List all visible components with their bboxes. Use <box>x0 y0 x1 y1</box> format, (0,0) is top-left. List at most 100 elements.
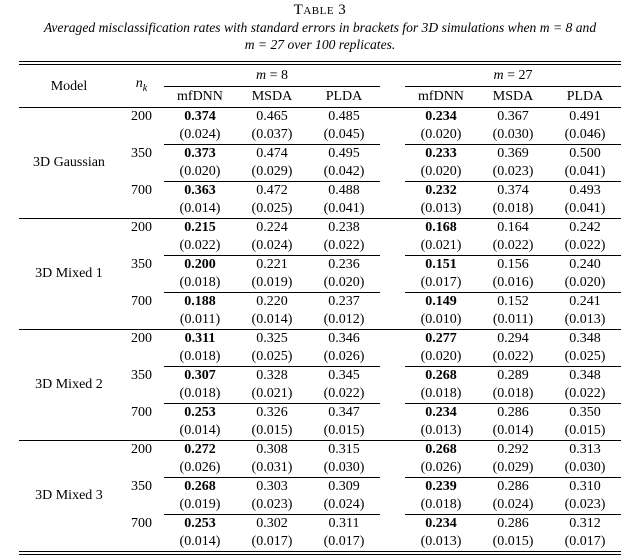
m27-value-cell: 0.491 <box>569 109 601 124</box>
model-cell: 3D Gaussian <box>33 155 105 170</box>
m27-value-cell: 0.268 <box>404 366 477 385</box>
m8-value-cell: 0.236 <box>307 255 380 274</box>
table-caption: Averaged misclassification rates with st… <box>0 19 640 53</box>
m27-value-cell: 0.241 <box>548 292 622 311</box>
model-column-header: Model <box>18 63 119 108</box>
nk-cell: 700 <box>130 293 152 309</box>
m27-stderr-cell: (0.020) <box>420 127 462 142</box>
m8-stderr-cell: (0.042) <box>323 164 365 179</box>
m8-stderr-cell: (0.024) <box>323 497 365 512</box>
m8-stderr-cell: (0.015) <box>323 423 365 438</box>
m27-stderr-cell: (0.015) <box>564 423 606 438</box>
m27-group-header: m = 27 <box>404 63 622 87</box>
m27-value-cell: 0.240 <box>548 255 622 274</box>
group-header-row: Model nk m = 8 m = 27 <box>18 63 622 108</box>
m8-stderr-cell: (0.018) <box>179 386 221 401</box>
nk-cell: 200 <box>130 109 152 124</box>
m27-value-cell: 0.239 <box>404 477 477 496</box>
m8-value-cell: 0.374 <box>184 109 216 124</box>
value-row: 3D Mixed 3 200 0.272 0.308 0.315 0.268 0.292 0.… <box>18 440 622 553</box>
m27-stderr-cell: (0.013) <box>564 312 606 327</box>
m8-stderr-cell: (0.031) <box>251 460 293 475</box>
m8-stderr-cell: (0.024) <box>251 238 293 253</box>
m8-mfdnn-header: mfDNN <box>163 86 236 108</box>
m8-stderr-cell: (0.014) <box>179 201 221 216</box>
m8-value-cell: 0.315 <box>307 440 380 459</box>
stderr-row: (0.018) (0.019) (0.020) (0.017) (0.016) (0.02… <box>19 274 621 293</box>
column-gap-cell <box>380 145 405 164</box>
m27-stderr-cell: (0.041) <box>564 201 606 216</box>
value-row: 3D Mixed 2 200 0.311 0.325 0.346 0.277 0.294 0.… <box>18 329 622 441</box>
nk-cell: 700 <box>130 404 152 420</box>
column-gap-header <box>379 63 405 108</box>
model-cell: 3D Mixed 1 <box>18 218 119 330</box>
m8-stderr-cell: (0.014) <box>179 534 221 549</box>
m8-value-cell: 0.488 <box>307 181 380 200</box>
column-gap-cell <box>380 459 405 478</box>
column-gap-cell <box>380 515 405 534</box>
m27-stderr-cell: (0.022) <box>564 238 606 253</box>
m8-value-cell: 0.307 <box>163 366 236 385</box>
m27-value-cell: 0.286 <box>476 514 549 533</box>
m8-value-cell: 0.188 <box>163 292 236 311</box>
m27-stderr-cell: (0.023) <box>564 497 606 512</box>
table-number-label: Table 3 <box>293 2 347 18</box>
m8-group-header: m = 8 <box>163 63 380 87</box>
value-row: 3D Mixed 1 200 0.215 0.224 0.238 0.168 0.164 0.… <box>18 218 622 330</box>
column-gap-cell <box>379 440 405 459</box>
column-gap-cell <box>380 367 405 386</box>
m27-value-cell: 0.233 <box>404 144 477 163</box>
m27-stderr-cell: (0.013) <box>420 534 462 549</box>
m27-stderr-cell: (0.018) <box>420 497 462 512</box>
m27-stderr-cell: (0.021) <box>420 238 462 253</box>
m27-value-cell: 0.310 <box>548 477 622 496</box>
m8-value-cell: 0.272 <box>163 440 236 459</box>
m8-stderr-cell: (0.021) <box>251 386 293 401</box>
m8-value-cell: 0.220 <box>235 292 308 311</box>
column-gap-cell <box>380 182 405 201</box>
m27-value-cell: 0.294 <box>476 329 549 348</box>
value-row: 3D Gaussian 200 0.374 0.465 0.485 0.234 0.367 0… <box>19 108 621 170</box>
m27-value-cell: 0.367 <box>497 109 529 124</box>
m8-stderr-cell: (0.041) <box>323 201 365 216</box>
model-cell: 3D Mixed 3 <box>18 440 119 553</box>
m27-value-cell: 0.168 <box>404 218 477 237</box>
m8-value-cell: 0.347 <box>307 403 380 422</box>
m8-value-cell: 0.268 <box>163 477 236 496</box>
value-row: 700 0.188 0.220 0.237 0.149 0.152 0.241 <box>19 292 622 312</box>
column-gap-cell <box>380 274 405 293</box>
m8-value-cell: 0.465 <box>256 109 288 124</box>
m27-stderr-cell: (0.018) <box>492 386 534 401</box>
m8-stderr-cell: (0.018) <box>179 275 221 290</box>
m8-stderr-cell: (0.022) <box>323 238 365 253</box>
m27-value-cell: 0.374 <box>476 181 549 200</box>
column-gap-cell <box>380 126 405 145</box>
value-row: 700 0.363 0.472 0.488 0.232 0.374 0.493 <box>19 181 622 201</box>
m8-value-cell: 0.346 <box>307 329 380 348</box>
nk-cell: 350 <box>130 367 152 383</box>
m8-stderr-cell: (0.012) <box>323 312 365 327</box>
column-gap-cell <box>380 293 405 312</box>
m27-value-cell: 0.242 <box>548 218 622 237</box>
stderr-row: (0.019) (0.023) (0.024) (0.018) (0.024) (0.02… <box>19 496 621 515</box>
stderr-row: (0.018) (0.025) (0.026) (0.020) (0.022) (0.02… <box>19 348 621 367</box>
column-gap-cell <box>379 218 405 237</box>
m8-value-cell: 0.200 <box>163 255 236 274</box>
m8-stderr-cell: (0.026) <box>179 460 221 475</box>
m8-value-cell: 0.345 <box>307 366 380 385</box>
nk-empty-cell <box>119 311 164 330</box>
caption-line-1: Averaged misclassification rates with st… <box>43 20 597 35</box>
m27-stderr-cell: (0.030) <box>564 460 606 475</box>
nk-empty-cell <box>119 496 164 515</box>
nk-empty-cell <box>119 533 164 553</box>
m27-stderr-cell: (0.022) <box>564 386 606 401</box>
m8-stderr-cell: (0.024) <box>179 127 221 142</box>
m27-value-cell: 0.234 <box>404 403 477 422</box>
nk-cell: 350 <box>130 256 152 272</box>
m27-stderr-cell: (0.015) <box>492 534 534 549</box>
m27-value-cell: 0.500 <box>548 144 622 163</box>
m27-stderr-cell: (0.022) <box>492 349 534 364</box>
m27-stderr-cell: (0.011) <box>492 312 534 327</box>
nk-empty-cell <box>119 200 164 219</box>
column-gap-cell <box>380 108 405 127</box>
